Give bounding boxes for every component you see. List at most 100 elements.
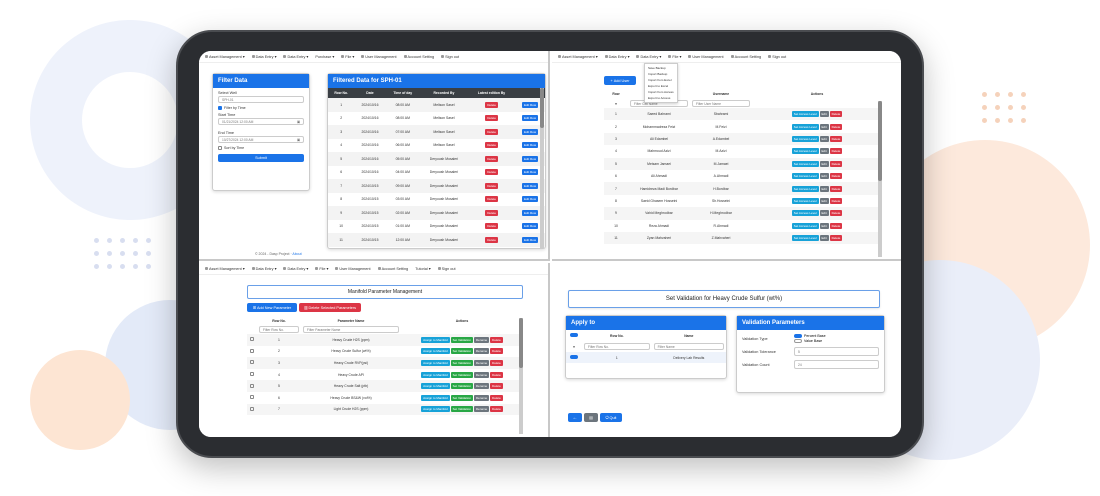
nav-user-management[interactable]: User Management <box>688 55 724 59</box>
delete-button[interactable]: Delete <box>485 169 498 176</box>
edit-row-button[interactable]: Edit Row <box>521 101 538 108</box>
add-user-button[interactable]: + Add User <box>604 76 636 85</box>
set-access-level-button[interactable]: Set Access Level <box>791 222 819 229</box>
nav-data-entry[interactable]: Data Entry ▾ <box>604 54 629 59</box>
edit-row-button[interactable]: Edit Row <box>521 209 538 216</box>
scrollbar[interactable] <box>878 101 882 257</box>
edit-button[interactable]: Edit <box>819 148 829 155</box>
rename-button[interactable]: Rename <box>473 406 490 413</box>
add-parameter-button[interactable]: ⊞ Add New Parameter <box>247 303 297 312</box>
delete-button[interactable]: Delete <box>490 371 503 378</box>
delete-button[interactable]: Delete <box>490 383 503 390</box>
edit-button[interactable]: Edit <box>819 173 829 180</box>
menu-item[interactable]: Save Backup <box>648 66 666 70</box>
delete-button[interactable]: Delete <box>485 155 498 162</box>
set-validation-button[interactable]: Set Validation <box>450 371 473 378</box>
delete-button[interactable]: Delete <box>490 348 503 355</box>
menu-item[interactable]: Import from Excel <box>648 78 672 82</box>
edit-button[interactable]: Edit <box>819 210 829 217</box>
value-base-option[interactable]: Value Base <box>794 339 826 343</box>
set-access-level-button[interactable]: Set Access Level <box>791 210 819 217</box>
start-time-input[interactable]: 01/21/2024 12:00 AM ▣ <box>218 118 304 125</box>
row-checkbox[interactable] <box>250 360 254 365</box>
row-checkbox[interactable] <box>250 372 254 377</box>
set-access-level-button[interactable]: Set Access Level <box>791 235 819 242</box>
delete-button[interactable]: Delete <box>485 223 498 230</box>
nav-account-setting[interactable]: Account Setting <box>730 55 761 59</box>
nav-user-management[interactable]: User Management <box>361 55 397 59</box>
nav-data-entry[interactable]: Data Entry ▾ <box>251 54 276 59</box>
nav-data-entry-2[interactable]: Data Entry ▾ <box>283 54 308 59</box>
sort-by-time-checkbox[interactable]: Sort by Time <box>218 146 304 150</box>
assign-to-manifold-button[interactable]: Assign to Manifold <box>421 371 450 378</box>
set-access-level-button[interactable]: Set Access Level <box>791 135 819 142</box>
edit-row-button[interactable]: Edit Row <box>521 169 538 176</box>
delete-button[interactable]: Delete <box>485 196 498 203</box>
validation-count-input[interactable]: 24 <box>794 360 879 369</box>
delete-button[interactable]: Delete <box>485 236 498 243</box>
calendar-icon[interactable]: ▣ <box>296 119 300 124</box>
delete-button[interactable]: Delete <box>829 111 843 118</box>
row-toggle-switch[interactable] <box>570 355 578 359</box>
delete-button[interactable]: Delete <box>829 135 843 142</box>
nav-file[interactable]: File ▾ <box>341 54 354 59</box>
delete-button[interactable]: Delete <box>485 128 498 135</box>
sort-icon[interactable]: ▾ <box>615 101 617 106</box>
submit-button[interactable]: Submit <box>218 154 304 162</box>
edit-row-button[interactable]: Edit Row <box>521 196 538 203</box>
edit-row-button[interactable]: Edit Row <box>521 182 538 189</box>
delete-button[interactable]: Delete <box>485 101 498 108</box>
delete-button[interactable]: Delete <box>829 148 843 155</box>
row-checkbox[interactable] <box>250 348 254 353</box>
nav-sign-out[interactable]: Sign out <box>437 267 456 271</box>
menu-item[interactable]: Import Backup <box>648 72 668 76</box>
set-validation-button[interactable]: Set Validation <box>450 336 473 343</box>
delete-selected-button[interactable]: ▥ Delete Selected Parameters <box>299 303 361 312</box>
nav-file[interactable]: File ▾ <box>315 266 328 271</box>
edit-button[interactable]: Edit <box>819 235 829 242</box>
set-access-level-button[interactable]: Set Access Level <box>791 123 819 130</box>
set-access-level-button[interactable]: Set Access Level <box>791 185 819 192</box>
rename-button[interactable]: Rename <box>473 359 490 366</box>
set-validation-button[interactable]: Set Validation <box>450 359 473 366</box>
filter-parameter-name-input[interactable]: Filter Parameter Name <box>303 326 399 333</box>
delete-button[interactable]: Delete <box>829 173 843 180</box>
percent-base-option[interactable]: Percent Base <box>794 334 826 338</box>
delete-button[interactable]: Delete <box>829 222 843 229</box>
filter-toggle[interactable]: ▾ <box>573 344 575 349</box>
edit-button[interactable]: Edit <box>819 135 829 142</box>
set-validation-button[interactable]: Set Validation <box>450 394 473 401</box>
set-access-level-button[interactable]: Set Access Level <box>791 173 819 180</box>
footer-about-link[interactable]: About <box>292 252 302 256</box>
edit-button[interactable]: Edit <box>819 160 829 167</box>
row-checkbox[interactable] <box>250 406 254 411</box>
set-validation-button[interactable]: Set Validation <box>450 406 473 413</box>
nav-account-setting[interactable]: Account Setting <box>403 55 434 59</box>
assign-to-manifold-button[interactable]: Assign to Manifold <box>421 394 450 401</box>
menu-item[interactable]: Export to Access <box>648 96 671 100</box>
rename-button[interactable]: Rename <box>473 371 490 378</box>
set-access-level-button[interactable]: Set Access Level <box>791 160 819 167</box>
toggle-all-switch[interactable] <box>570 333 578 337</box>
delete-button[interactable]: Delete <box>829 197 843 204</box>
edit-button[interactable]: Edit <box>819 222 829 229</box>
set-validation-button[interactable]: Set Validation <box>450 383 473 390</box>
delete-button[interactable]: Delete <box>829 123 843 130</box>
row-checkbox[interactable] <box>250 337 254 342</box>
assign-to-manifold-button[interactable]: Assign to Manifold <box>421 406 450 413</box>
save-button[interactable]: ▤ <box>584 413 598 422</box>
delete-button[interactable]: Delete <box>490 394 503 401</box>
set-access-level-button[interactable]: Set Access Level <box>791 111 819 118</box>
delete-button[interactable]: Delete <box>829 185 843 192</box>
nav-data-entry-2[interactable]: Data Entry ▾ <box>636 54 661 59</box>
edit-button[interactable]: Edit <box>819 111 829 118</box>
set-access-level-button[interactable]: Set Access Level <box>791 197 819 204</box>
nav-sign-out[interactable]: Sign out <box>768 55 786 59</box>
delete-button[interactable]: Delete <box>829 235 843 242</box>
delete-button[interactable]: Delete <box>485 115 498 122</box>
table-row[interactable]: 1 Delivery Lab Results <box>566 352 726 363</box>
rename-button[interactable]: Rename <box>473 383 490 390</box>
nav-sign-out[interactable]: Sign out <box>441 55 459 59</box>
back-button[interactable]: ← <box>568 413 582 422</box>
assign-to-manifold-button[interactable]: Assign to Manifold <box>421 348 450 355</box>
